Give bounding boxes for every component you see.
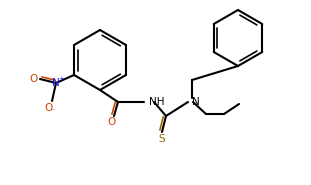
Text: NH: NH	[149, 97, 165, 107]
Text: +: +	[58, 76, 64, 82]
Text: S: S	[159, 134, 165, 144]
Text: O: O	[29, 74, 37, 84]
Text: O: O	[44, 103, 52, 113]
Text: N: N	[192, 97, 200, 107]
Text: O: O	[108, 117, 116, 127]
Text: N: N	[52, 78, 60, 88]
Text: ⁻: ⁻	[51, 108, 55, 114]
